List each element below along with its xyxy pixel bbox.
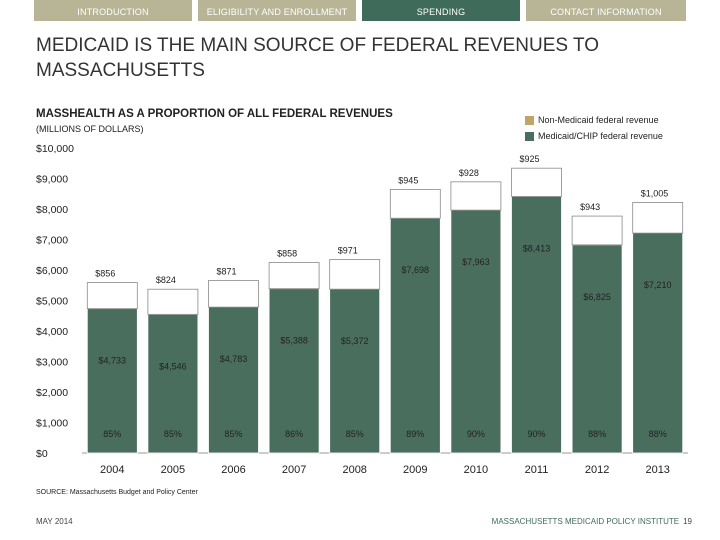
bar-medicaid-chip (450, 209, 502, 454)
data-label-non-medicaid: $871 (217, 267, 237, 277)
chart-subtitle: (MILLIONS OF DOLLARS) (36, 124, 144, 134)
bar-non-medicaid (511, 167, 562, 197)
x-tick-label: 2007 (282, 464, 306, 476)
bar-medicaid-chip (389, 217, 441, 454)
legend-swatch-medicaid-chip (525, 131, 534, 141)
footer-org-name: MASSACHUSETTS MEDICAID POLICY INSTITUTE (491, 517, 680, 526)
bar-non-medicaid (632, 202, 684, 234)
nav-tabs: INTRODUCTION ELIGIBILITY AND ENROLLMENT … (34, 0, 686, 21)
y-tick-label: $7,000 (36, 235, 68, 247)
data-label-medicaid-chip: $4,733 (99, 356, 127, 366)
source-note: SOURCE: Massachusetts Budget and Policy … (36, 489, 198, 496)
y-tick-label: $6,000 (36, 265, 68, 277)
tab-introduction[interactable]: INTRODUCTION (34, 0, 192, 21)
bar-medicaid-chip (632, 232, 684, 454)
tab-eligibility-and-enrollment[interactable]: ELIGIBILITY AND ENROLLMENT (198, 0, 356, 21)
data-label-medicaid-chip: $7,698 (402, 265, 430, 275)
x-tick-label: 2005 (161, 464, 185, 476)
bar-non-medicaid (268, 262, 320, 290)
data-label-medicaid-chip: $8,413 (523, 243, 551, 253)
data-label-non-medicaid: $858 (277, 248, 297, 258)
percent-label: 89% (406, 429, 424, 439)
bar-medicaid-chip (571, 244, 623, 454)
y-tick-label: $4,000 (36, 326, 68, 338)
y-tick-label: $10,000 (36, 143, 74, 155)
data-label-non-medicaid: $856 (95, 269, 115, 279)
data-label-medicaid-chip: $5,372 (341, 336, 369, 346)
bar-medicaid-chip (329, 288, 381, 454)
bar-medicaid-chip (208, 306, 259, 454)
bar-non-medicaid (329, 259, 381, 290)
bar-non-medicaid (450, 181, 502, 211)
y-tick-label: $1,000 (36, 418, 68, 430)
percent-label: 85% (103, 429, 121, 439)
percent-label: 85% (164, 429, 182, 439)
y-tick-label: $0 (36, 448, 48, 460)
bar-non-medicaid (86, 282, 138, 310)
data-label-non-medicaid: $971 (338, 246, 358, 256)
percent-label: 85% (346, 429, 364, 439)
x-tick-label: 2008 (342, 464, 366, 476)
data-label-medicaid-chip: $5,388 (280, 336, 308, 346)
legend-label-medicaid-chip: Medicaid/CHIP federal revenue (538, 131, 663, 141)
data-label-non-medicaid: $925 (520, 154, 540, 164)
slide-title: MEDICAID IS THE MAIN SOURCE OF FEDERAL R… (36, 35, 600, 81)
x-tick-label: 2013 (645, 464, 669, 476)
legend-item-non-medicaid: Non-Medicaid federal revenue (525, 112, 663, 128)
data-label-non-medicaid: $1,005 (641, 188, 669, 198)
legend-swatch-non-medicaid (525, 115, 534, 125)
data-label-medicaid-chip: $7,210 (644, 280, 672, 290)
x-tick-label: 2004 (100, 464, 124, 476)
percent-label: 88% (649, 429, 667, 439)
data-label-medicaid-chip: $4,783 (220, 354, 248, 364)
chart-title: MASSHEALTH AS A PROPORTION OF ALL FEDERA… (36, 108, 393, 120)
footer-org: MASSACHUSETTS MEDICAID POLICY INSTITUTE 1… (492, 517, 692, 526)
bar-non-medicaid (208, 280, 259, 308)
data-label-non-medicaid: $928 (459, 168, 479, 178)
chart-legend: Non-Medicaid federal revenue Medicaid/CH… (525, 112, 663, 144)
y-tick-label: $2,000 (36, 387, 68, 399)
legend-label-non-medicaid: Non-Medicaid federal revenue (538, 115, 659, 125)
tab-contact-information[interactable]: CONTACT INFORMATION (526, 0, 686, 21)
y-tick-label: $8,000 (36, 204, 68, 216)
bar-medicaid-chip (268, 288, 320, 454)
percent-label: 85% (224, 429, 242, 439)
x-tick-label: 2011 (525, 464, 549, 476)
bar-non-medicaid (147, 288, 199, 315)
percent-label: 90% (467, 429, 485, 439)
bar-medicaid-chip (147, 313, 199, 454)
x-tick-label: 2012 (585, 464, 609, 476)
y-tick-label: $3,000 (36, 357, 68, 369)
x-tick-label: 2010 (464, 464, 488, 476)
data-label-non-medicaid: $824 (156, 275, 176, 285)
bar-non-medicaid (571, 215, 623, 246)
legend-item-medicaid-chip: Medicaid/CHIP federal revenue (525, 128, 663, 144)
data-label-non-medicaid: $943 (580, 202, 600, 212)
percent-label: 88% (588, 429, 606, 439)
bar-medicaid-chip (511, 196, 562, 454)
tab-spending[interactable]: SPENDING (362, 0, 520, 21)
data-label-medicaid-chip: $4,546 (159, 361, 187, 371)
data-label-medicaid-chip: $7,963 (462, 257, 490, 267)
y-tick-label: $5,000 (36, 296, 68, 308)
bar-non-medicaid (389, 188, 441, 219)
x-tick-label: 2009 (403, 464, 427, 476)
y-tick-label: $9,000 (36, 174, 68, 186)
x-tick-label: 2006 (221, 464, 245, 476)
page-number: 19 (683, 517, 692, 526)
data-label-medicaid-chip: $6,825 (583, 292, 611, 302)
data-label-non-medicaid: $945 (398, 175, 418, 185)
percent-label: 86% (285, 429, 303, 439)
bar-medicaid-chip (86, 308, 138, 454)
footer-date: MAY 2014 (36, 517, 73, 526)
percent-label: 90% (527, 429, 545, 439)
